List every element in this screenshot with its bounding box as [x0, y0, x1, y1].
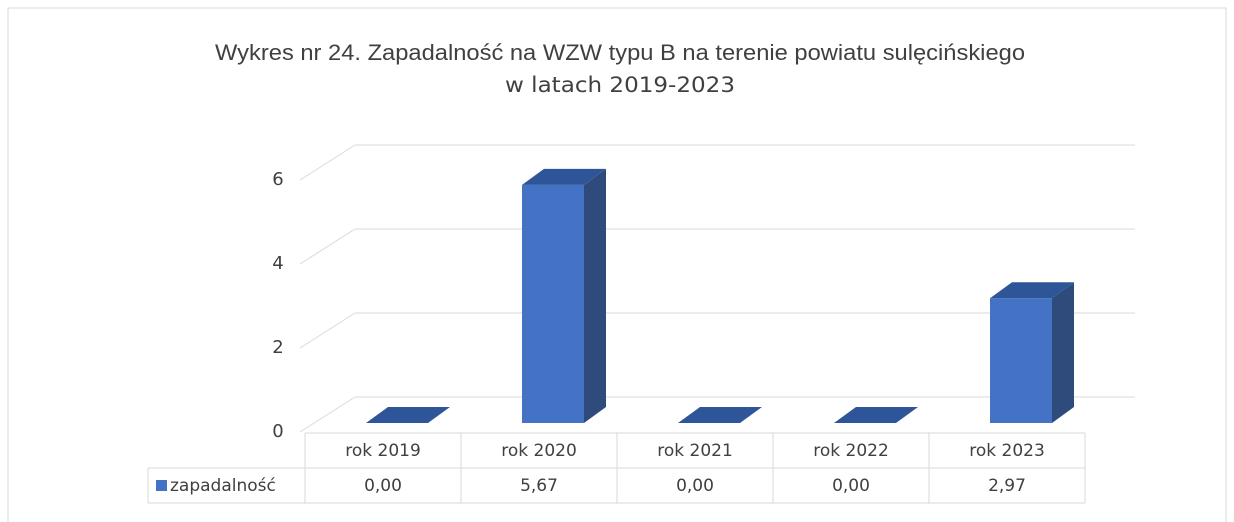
- y-tick-label: 2: [272, 337, 283, 358]
- x-tick-label: rok 2019: [345, 441, 421, 461]
- y-tick-label: 6: [272, 169, 283, 190]
- chart-subtitle: w latach 2019-2023: [505, 73, 735, 97]
- legend-swatch: [156, 480, 167, 491]
- grid-line: [299, 144, 356, 181]
- x-tick-label: rok 2023: [969, 441, 1045, 461]
- bar-face: [1052, 282, 1074, 423]
- y-tick-label: 4: [272, 253, 283, 274]
- table-value: 0,00: [364, 476, 402, 496]
- bar-face: [990, 298, 1052, 423]
- bar: [834, 407, 918, 423]
- chart-border: [7, 7, 1227, 522]
- bar-face: [522, 184, 584, 423]
- bar-face: [678, 407, 762, 423]
- bar: [678, 407, 762, 423]
- table-value: 5,67: [520, 476, 558, 496]
- x-tick-label: rok 2020: [501, 441, 577, 461]
- table-value: 2,97: [988, 476, 1026, 496]
- grid-line: [299, 396, 356, 433]
- bar-face: [990, 282, 1074, 299]
- bar-face: [834, 407, 918, 423]
- y-tick-label: 0: [272, 421, 283, 442]
- bar-face: [366, 407, 450, 423]
- bar: [990, 282, 1074, 423]
- x-tick-label: rok 2022: [813, 441, 889, 461]
- chart-title: Wykres nr 24. Zapadalność na WZW typu B …: [215, 40, 1025, 65]
- legend-label: zapadalność: [170, 476, 276, 496]
- bar-face: [584, 168, 606, 423]
- table-value: 0,00: [832, 476, 870, 496]
- bar-face: [522, 168, 606, 185]
- bar: [366, 407, 450, 423]
- bar: [522, 168, 606, 423]
- x-tick-label: rok 2021: [657, 441, 733, 461]
- grid-line: [299, 228, 356, 265]
- table-value: 0,00: [676, 476, 714, 496]
- grid-line: [299, 312, 356, 349]
